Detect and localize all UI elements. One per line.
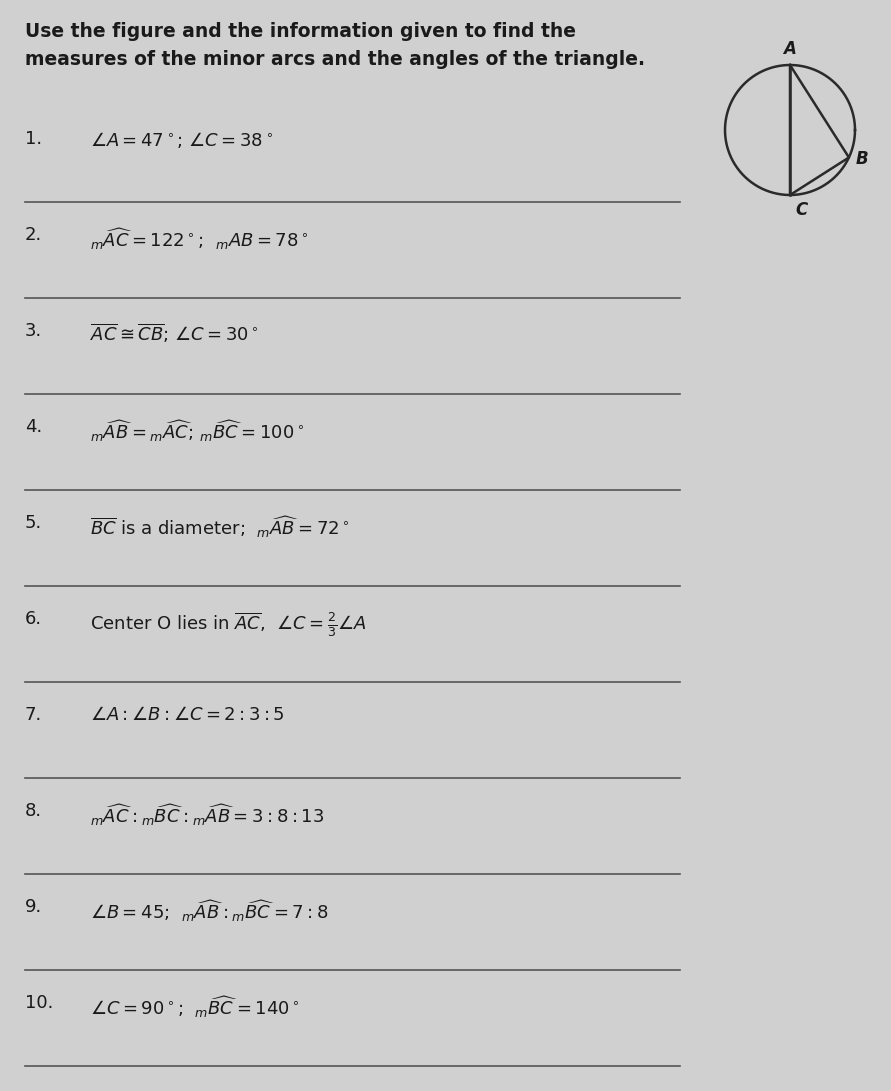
Text: 3.: 3. (25, 322, 42, 340)
Text: Use the figure and the information given to find the: Use the figure and the information given… (25, 22, 576, 41)
Text: 8.: 8. (25, 802, 42, 820)
Text: B: B (856, 151, 869, 168)
Text: ${}_{m}\widehat{AB} = {}_{m}\widehat{AC}$; ${}_{m}\widehat{BC} = 100^\circ$: ${}_{m}\widehat{AB} = {}_{m}\widehat{AC}… (90, 418, 304, 444)
Text: $\angle A = 47^\circ$; $\angle C = 38^\circ$: $\angle A = 47^\circ$; $\angle C = 38^\c… (90, 130, 273, 149)
Text: 10.: 10. (25, 994, 53, 1012)
Text: 2.: 2. (25, 226, 42, 244)
Text: 1.: 1. (25, 130, 42, 148)
Text: 9.: 9. (25, 898, 42, 916)
Text: ${}_{m}\widehat{AC} : {}_{m}\widehat{BC} : {}_{m}\widehat{AB} = 3 : 8 : 13$: ${}_{m}\widehat{AC} : {}_{m}\widehat{BC}… (90, 802, 324, 828)
Text: ${}_{m}\widehat{AC} = 122^\circ$;  ${}_{m}AB = 78^\circ$: ${}_{m}\widehat{AC} = 122^\circ$; ${}_{m… (90, 226, 308, 252)
Text: measures of the minor arcs and the angles of the triangle.: measures of the minor arcs and the angle… (25, 50, 645, 69)
Text: $\overline{AC} \cong \overline{CB}$; $\angle C = 30^\circ$: $\overline{AC} \cong \overline{CB}$; $\a… (90, 322, 259, 346)
Text: C: C (795, 201, 807, 219)
Text: Center O lies in $\overline{AC}$,  $\angle C = \frac{2}{3}\angle A$: Center O lies in $\overline{AC}$, $\angl… (90, 610, 367, 638)
Text: A: A (783, 40, 797, 58)
Text: 5.: 5. (25, 514, 42, 532)
Text: $\angle B = 45$;  ${}_{m}\widehat{AB} : {}_{m}\widehat{BC} = 7 : 8$: $\angle B = 45$; ${}_{m}\widehat{AB} : {… (90, 898, 329, 924)
Text: $\angle C = 90^\circ$;  ${}_{m}\widehat{BC} = 140^\circ$: $\angle C = 90^\circ$; ${}_{m}\widehat{B… (90, 994, 299, 1020)
Text: 4.: 4. (25, 418, 42, 436)
Text: 6.: 6. (25, 610, 42, 628)
Text: $\angle A : \angle B : \angle C = 2 : 3 : 5$: $\angle A : \angle B : \angle C = 2 : 3 … (90, 706, 285, 724)
Text: 7.: 7. (25, 706, 42, 724)
Text: $\overline{BC}$ is a diameter;  ${}_{m}\widehat{AB} = 72^\circ$: $\overline{BC}$ is a diameter; ${}_{m}\w… (90, 514, 350, 540)
